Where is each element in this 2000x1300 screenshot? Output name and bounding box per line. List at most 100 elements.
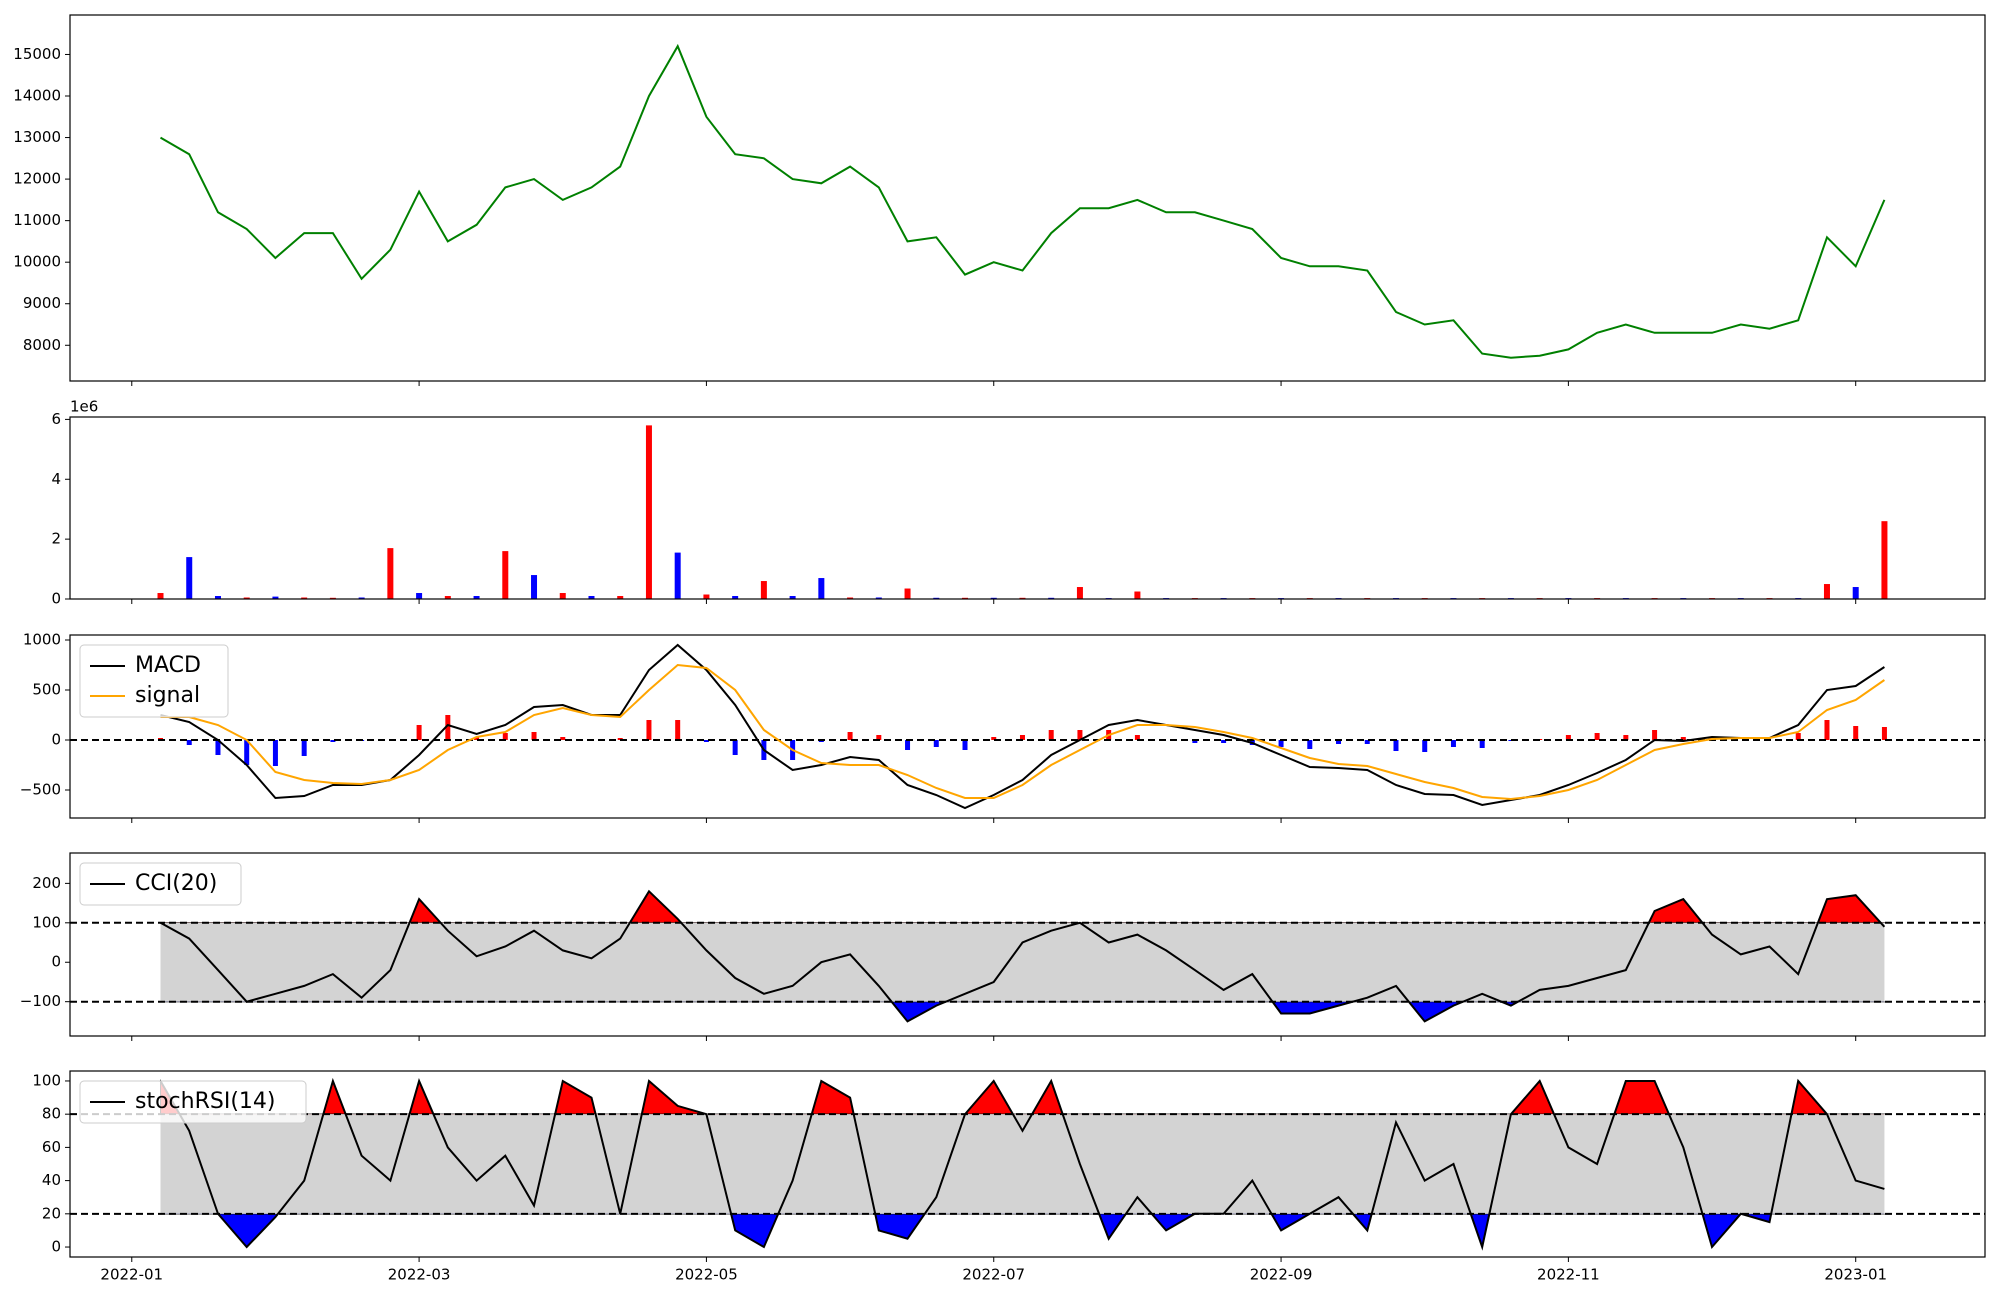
legend-label: stochRSI(14) — [135, 1089, 276, 1114]
histogram-bar — [732, 740, 738, 755]
histogram-bar — [330, 740, 336, 742]
legend-box — [79, 862, 242, 906]
y-tick-label: 100 — [32, 1071, 61, 1089]
panel-frame — [69, 634, 1986, 819]
histogram-bar — [1479, 740, 1485, 748]
y-tick-label: 20 — [42, 1204, 61, 1222]
volume-bar — [1881, 521, 1888, 599]
volume-bar — [531, 575, 538, 599]
legend: stochRSI(14) — [79, 1080, 307, 1124]
y-tick-label: 15000 — [13, 45, 61, 63]
y-tick-label: −100 — [20, 992, 61, 1010]
histogram-bar — [416, 725, 422, 740]
histogram-bar — [1393, 740, 1399, 751]
y-tick-label: 13000 — [13, 128, 61, 146]
indicator-line — [160, 663, 1885, 801]
histogram-bar — [1508, 740, 1514, 741]
volume-bar — [272, 596, 279, 599]
histogram-bar — [876, 735, 882, 740]
volume-bar — [732, 596, 739, 599]
histogram-bar — [215, 740, 221, 755]
indicator-line — [159, 1077, 1885, 1251]
volume-bar — [1134, 591, 1141, 599]
x-tick-label: 2022-05 — [675, 1266, 738, 1284]
histogram-bar — [1192, 740, 1198, 743]
histogram-bar — [1680, 737, 1686, 740]
legend: MACD signal — [79, 644, 229, 718]
y-tick-label: 200 — [32, 874, 61, 892]
histogram-bar — [646, 720, 652, 740]
histogram-bar — [1221, 740, 1227, 743]
price-line — [159, 43, 1886, 359]
panel-frame — [69, 852, 1986, 1037]
histogram-bar — [933, 740, 939, 747]
x-tick-label: 2022-11 — [1537, 1266, 1600, 1284]
volume-bar — [157, 593, 164, 599]
volume-bar — [1823, 584, 1830, 599]
y-tick-label: 500 — [32, 681, 61, 699]
histogram-bar — [301, 740, 307, 756]
volume-bar — [1852, 587, 1859, 599]
histogram-bar — [502, 733, 508, 740]
panel-frame — [69, 416, 1986, 600]
panel — [70, 1077, 1985, 1251]
histogram-bar — [560, 737, 566, 740]
histogram-bar — [1278, 740, 1284, 747]
histogram-bar — [1853, 726, 1859, 740]
volume-bar — [904, 588, 911, 599]
volume-bar — [818, 578, 825, 599]
legend-label: MACD — [135, 653, 201, 678]
histogram-bar — [675, 720, 681, 740]
y-tick-label: 0 — [51, 731, 61, 749]
histogram-bar — [1307, 740, 1313, 749]
histogram-bar — [186, 740, 192, 745]
y-tick-label: 11000 — [13, 211, 61, 229]
histogram-bar — [531, 732, 537, 740]
y-tick-label: 8000 — [23, 336, 61, 354]
histogram-bar — [244, 740, 250, 765]
histogram-bar — [1623, 735, 1629, 740]
y-tick-label: 100 — [32, 913, 61, 931]
volume-bar — [674, 552, 681, 599]
histogram-bar — [474, 737, 480, 740]
panel — [159, 43, 1886, 359]
x-tick-label: 2022-07 — [962, 1266, 1025, 1284]
y-tick-label: 60 — [42, 1138, 61, 1156]
histogram-bar — [1594, 733, 1600, 740]
band-fill — [160, 922, 1885, 1002]
volume-bar — [243, 597, 250, 599]
volume-bar — [387, 548, 394, 599]
y-tick-label: 0 — [51, 590, 61, 608]
y-tick-label: 40 — [42, 1171, 61, 1189]
legend-label: signal — [135, 683, 200, 708]
volume-bar — [358, 597, 365, 599]
histogram-bar — [1652, 730, 1658, 740]
volume-bar — [186, 557, 193, 599]
histogram-bar — [1422, 740, 1428, 752]
volume-bar — [473, 596, 480, 599]
indicator-line — [160, 643, 1885, 810]
volume-bar — [416, 593, 423, 599]
x-tick-label: 2023-01 — [1824, 1266, 1887, 1284]
volume-bar — [645, 425, 652, 599]
y-tick-label: 9000 — [23, 294, 61, 312]
histogram-bar — [847, 732, 853, 740]
legend-box — [79, 1080, 307, 1124]
volume-bar — [617, 596, 624, 599]
x-tick-label: 2022-01 — [100, 1266, 163, 1284]
histogram-bar — [1795, 733, 1801, 740]
volume-bar — [588, 596, 595, 599]
offset-label: 1e6 — [70, 398, 98, 416]
histogram-bar — [1019, 735, 1025, 740]
histogram-bar — [1565, 735, 1571, 740]
histogram-bar — [1364, 740, 1370, 744]
histogram-bar — [962, 740, 968, 750]
histogram-bar — [1881, 727, 1887, 740]
y-tick-label: −500 — [20, 781, 61, 799]
volume-bar — [301, 597, 308, 599]
volume-bar — [559, 593, 566, 599]
panel-frame — [69, 1070, 1986, 1258]
volume-bar — [214, 596, 221, 599]
histogram-bar — [1134, 735, 1140, 740]
panel — [70, 643, 1985, 810]
